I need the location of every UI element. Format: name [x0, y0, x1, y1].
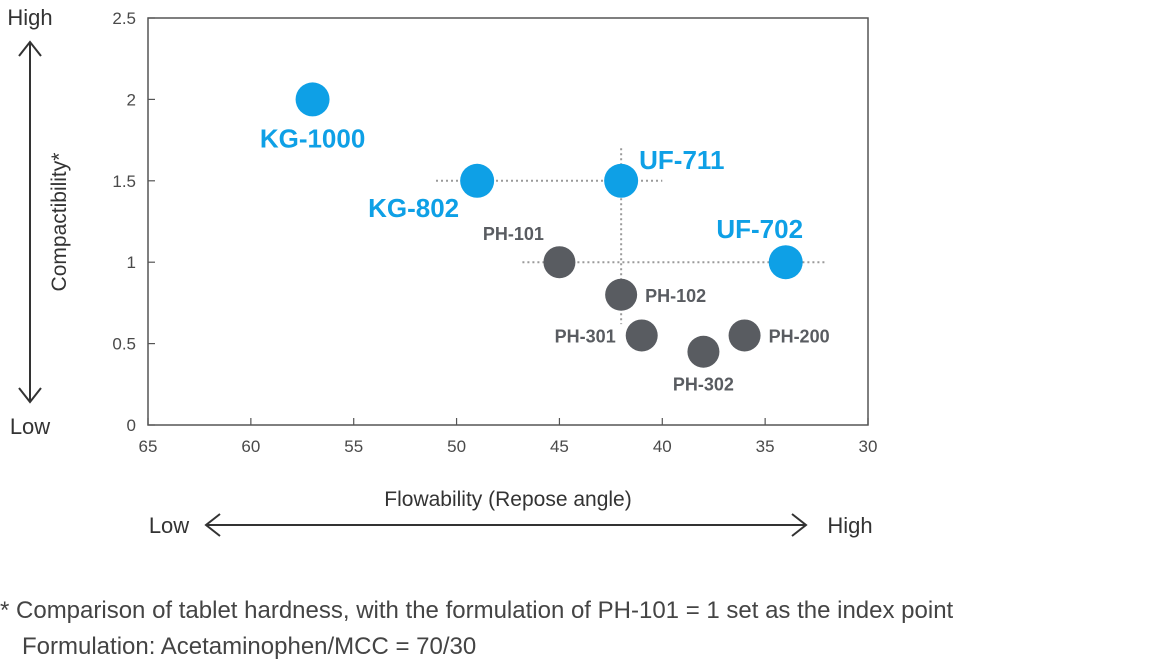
point-label-uf-711: UF-711	[639, 145, 724, 175]
footnote-line-1: * Comparison of tablet hardness, with th…	[0, 597, 954, 624]
y-low-label: Low	[10, 414, 50, 439]
x-axis-title: Flowability (Repose angle)	[384, 488, 631, 511]
x-low-label: Low	[149, 513, 189, 538]
y-tick-label: 1	[127, 253, 136, 272]
x-tick-label: 45	[550, 437, 569, 456]
point-labels: KG-1000 KG-802 UF-711 UF-702 PH-101 PH-102 PH-…	[260, 123, 830, 394]
point-label-uf-702: UF-702	[716, 214, 803, 244]
point-label-kg-1000: KG-1000	[260, 123, 366, 153]
x-direction-arrow-icon	[204, 513, 808, 537]
y-tick-label: 2.5	[112, 9, 136, 28]
footnote-line-2: Formulation: Acetaminophen/MCC = 70/30	[22, 633, 477, 660]
point-label-ph-200: PH-200	[769, 326, 830, 346]
x-tick-label: 50	[447, 437, 466, 456]
point-label-ph-102: PH-102	[645, 286, 706, 306]
point-label-ph-302: PH-302	[673, 375, 734, 395]
data-point-uf-702	[768, 245, 803, 280]
x-high-label: High	[827, 513, 872, 538]
x-tick-label: 35	[756, 437, 775, 456]
plot-frame	[147, 17, 869, 426]
y-tick-label: 0	[127, 416, 136, 435]
point-label-kg-802: KG-802	[368, 193, 459, 223]
y-axis-title: Compactibility*	[48, 153, 71, 292]
data-point-ph-302	[687, 335, 720, 368]
x-tick-label: 60	[241, 437, 260, 456]
point-label-ph-301: PH-301	[555, 326, 616, 346]
x-tick-label: 30	[859, 437, 878, 456]
data-point-ph-200	[728, 319, 761, 352]
y-axis-ticks: 0 0.5 1 1.5 2 2.5	[112, 9, 155, 435]
y-tick-label: 2	[127, 90, 136, 109]
y-tick-label: 0.5	[112, 335, 136, 354]
data-point-ph-301	[625, 319, 658, 352]
data-point-kg-1000	[295, 82, 330, 117]
data-points	[295, 82, 803, 368]
point-label-ph-101: PH-101	[483, 224, 544, 244]
data-point-uf-711	[604, 163, 639, 198]
y-tick-label: 1.5	[112, 172, 136, 191]
x-tick-label: 65	[139, 437, 158, 456]
data-point-ph-102	[605, 278, 638, 311]
y-high-label: High	[7, 5, 52, 30]
y-direction-arrow-icon	[18, 40, 42, 404]
data-point-kg-802	[460, 163, 495, 198]
x-tick-label: 55	[344, 437, 363, 456]
x-axis-ticks: 65 60 55 50 45 40 35 30	[139, 418, 878, 456]
data-point-ph-101	[543, 246, 576, 279]
x-tick-label: 40	[653, 437, 672, 456]
